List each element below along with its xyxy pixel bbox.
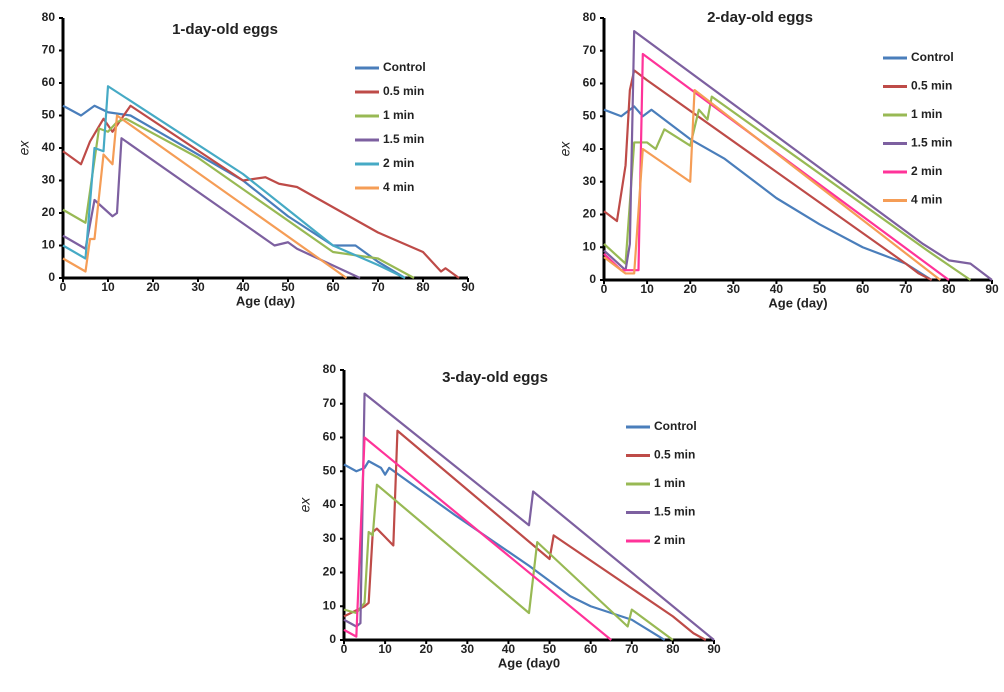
y-tick-label: 60 <box>583 76 597 90</box>
series-line <box>343 436 612 641</box>
series-line <box>603 30 993 281</box>
x-tick-label: 0 <box>60 280 67 294</box>
x-tick-label: 40 <box>502 642 516 656</box>
series-line <box>603 105 933 281</box>
y-axis-label: ex <box>16 140 32 156</box>
x-tick-label: 30 <box>461 642 475 656</box>
chart-title: 3-day-old eggs <box>442 369 548 386</box>
legend-label: 0.5 min <box>383 84 424 98</box>
x-axis-label: Age (day) <box>768 295 827 310</box>
x-tick-label: 0 <box>341 642 348 656</box>
series-line <box>603 88 941 281</box>
series-line <box>603 95 972 281</box>
y-axis-label: ex <box>297 497 313 513</box>
x-tick-label: 40 <box>236 280 250 294</box>
x-tick-label: 20 <box>684 282 698 296</box>
x-tick-label: 90 <box>985 282 999 296</box>
legend-label: 1.5 min <box>383 132 424 146</box>
x-tick-label: 60 <box>326 280 340 294</box>
y-tick-label: 10 <box>583 239 597 253</box>
x-tick-label: 60 <box>856 282 870 296</box>
x-tick-label: 0 <box>601 282 608 296</box>
y-tick-label: 30 <box>323 531 337 545</box>
series-line <box>62 85 406 279</box>
legend-label: 1.5 min <box>654 505 695 519</box>
x-tick-label: 30 <box>727 282 741 296</box>
x-tick-label: 80 <box>942 282 956 296</box>
y-tick-label: 60 <box>323 430 337 444</box>
legend-label: Control <box>383 60 426 74</box>
y-tick-label: 10 <box>323 598 337 612</box>
y-tick-label: 0 <box>329 632 336 646</box>
series-line <box>62 104 460 279</box>
x-axis-label: Age (day0 <box>498 655 560 670</box>
legend-label: 1 min <box>383 108 414 122</box>
x-tick-label: 30 <box>191 280 205 294</box>
series-line <box>603 69 933 281</box>
y-tick-label: 80 <box>323 362 337 376</box>
x-tick-label: 50 <box>281 280 295 294</box>
y-tick-label: 30 <box>42 173 56 187</box>
legend-label: 1 min <box>654 476 685 490</box>
series-line <box>62 104 406 279</box>
y-tick-label: 50 <box>323 463 337 477</box>
y-tick-label: 80 <box>583 10 597 24</box>
legend-label: 4 min <box>383 180 414 194</box>
y-tick-label: 50 <box>42 108 56 122</box>
chart-title: 1-day-old eggs <box>172 21 278 38</box>
y-tick-label: 10 <box>42 238 56 252</box>
x-tick-label: 40 <box>770 282 784 296</box>
y-tick-label: 70 <box>323 396 337 410</box>
y-tick-label: 70 <box>42 43 56 57</box>
series-line <box>62 117 415 279</box>
x-tick-label: 10 <box>378 642 392 656</box>
series-line <box>343 460 666 641</box>
legend-label: Control <box>911 50 954 64</box>
y-tick-label: 80 <box>42 10 56 24</box>
legend-label: 1.5 min <box>911 136 952 150</box>
series-line <box>343 429 707 641</box>
legend-label: 2 min <box>383 156 414 170</box>
x-tick-label: 90 <box>707 642 721 656</box>
x-tick-label: 10 <box>101 280 115 294</box>
x-tick-label: 20 <box>420 642 434 656</box>
y-tick-label: 20 <box>583 207 597 221</box>
x-tick-label: 80 <box>666 642 680 656</box>
y-tick-label: 20 <box>323 565 337 579</box>
y-tick-label: 40 <box>323 497 337 511</box>
chart-title: 2-day-old eggs <box>707 9 813 26</box>
x-tick-label: 20 <box>146 280 160 294</box>
series-line <box>62 114 348 279</box>
x-tick-label: 90 <box>461 280 475 294</box>
x-axis-label: Age (day) <box>236 293 295 308</box>
x-tick-label: 70 <box>899 282 913 296</box>
y-tick-label: 60 <box>42 75 56 89</box>
x-tick-label: 70 <box>371 280 385 294</box>
x-tick-label: 80 <box>416 280 430 294</box>
x-tick-label: 50 <box>543 642 557 656</box>
y-tick-label: 70 <box>583 43 597 57</box>
y-tick-label: 40 <box>42 140 56 154</box>
y-tick-label: 50 <box>583 108 597 122</box>
y-tick-label: 0 <box>589 272 596 286</box>
x-tick-label: 10 <box>640 282 654 296</box>
x-tick-label: 50 <box>813 282 827 296</box>
legend-label: Control <box>654 419 697 433</box>
legend-label: 1 min <box>911 107 942 121</box>
y-tick-label: 40 <box>583 141 597 155</box>
y-axis-label: ex <box>557 141 573 157</box>
series-line <box>62 137 361 279</box>
y-tick-label: 30 <box>583 174 597 188</box>
y-tick-label: 20 <box>42 205 56 219</box>
legend-label: 2 min <box>911 164 942 178</box>
y-tick-label: 0 <box>48 270 55 284</box>
legend-label: 0.5 min <box>911 79 952 93</box>
legend-label: 0.5 min <box>654 448 695 462</box>
x-tick-label: 60 <box>584 642 598 656</box>
legend-label: 4 min <box>911 193 942 207</box>
x-tick-label: 70 <box>625 642 639 656</box>
legend-label: 2 min <box>654 533 685 547</box>
